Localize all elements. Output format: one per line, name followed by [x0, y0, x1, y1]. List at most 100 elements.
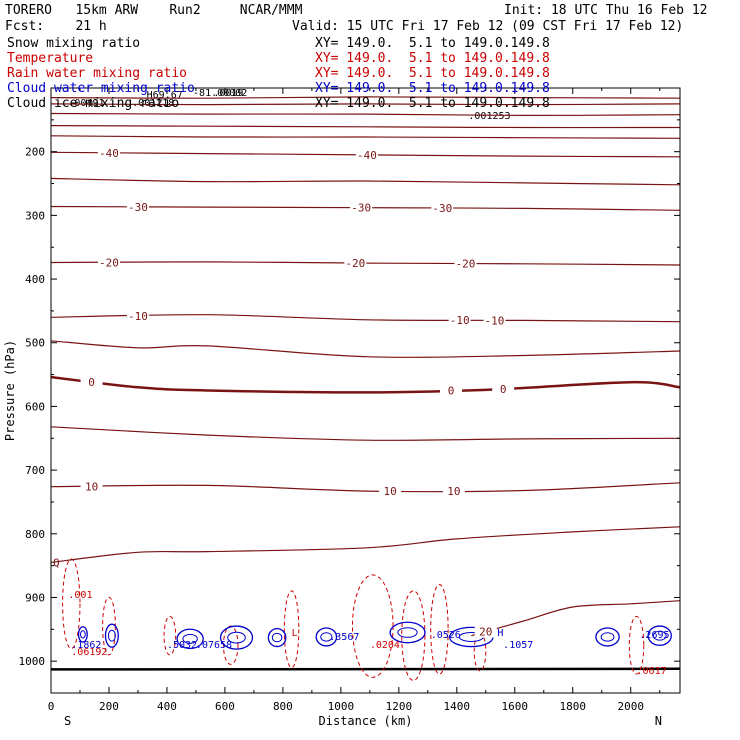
cloud-water-contour-inner: [320, 632, 333, 642]
x-end-label-right: N: [655, 714, 662, 728]
cloud-water-contour: [315, 627, 338, 647]
isotherm-5: [50, 426, 681, 441]
q-label: Q: [53, 556, 60, 569]
isotherm-label-bg: [126, 309, 149, 322]
isotherm-label-bg: [344, 257, 367, 270]
isotherm-label-bg: [442, 484, 465, 497]
cloud-water-contour-inner: [271, 632, 283, 643]
rain-contour: [473, 631, 487, 672]
y-tick-label: 700: [25, 464, 45, 477]
rain-contour: [628, 615, 645, 675]
isotherm-label: 20: [479, 626, 492, 639]
rain-contour: [283, 590, 300, 669]
isotherm-label-bg: [379, 485, 402, 498]
x-tick-label: 1000: [328, 700, 355, 713]
isotherm-label: 10: [85, 480, 98, 493]
annotation-label: .2695: [639, 630, 669, 641]
isotherm-label: -10: [485, 314, 505, 327]
cloud-water-contour: [267, 627, 287, 648]
isotherm-label-bg: [440, 384, 463, 397]
rain-contour: [222, 625, 239, 665]
isotherm-label: -10: [128, 310, 148, 323]
cloud-water-contour-inner: [652, 630, 667, 641]
x-tick-label: 200: [99, 700, 119, 713]
cloud-water-contour: [595, 627, 620, 647]
isotherm--70: [50, 103, 681, 106]
isotherm-label-bg: [448, 314, 471, 327]
isotherm-label: -30: [432, 202, 452, 215]
x-tick-label: 400: [157, 700, 177, 713]
y-tick-label: 800: [25, 528, 45, 541]
isotherm-label: -20: [345, 257, 365, 270]
isotherm-label-bg: [80, 375, 103, 388]
rain-contour: [62, 558, 81, 650]
annotation-label: .1862: [71, 640, 101, 651]
annotation-label: -81.00002: [193, 88, 247, 99]
y-tick-label: 900: [25, 591, 45, 604]
isotherm-label: -20: [99, 256, 119, 269]
legend-temperature-name: Temperature: [7, 51, 94, 66]
isotherm-0: [50, 375, 681, 394]
isotherm-label-bg: [492, 382, 515, 395]
cloud-water-contour: [104, 623, 119, 648]
isotherm-label-bg: [431, 202, 454, 215]
isotherm--5: [50, 340, 681, 358]
isotherm-label: -10: [450, 314, 470, 327]
y-axis-title: Pressure (hPa): [3, 340, 17, 441]
plot-frame: [50, 87, 681, 694]
legend-snow-xy: XY= 149.0. 5.1 to 149.0.149.8: [315, 36, 550, 51]
ground-line: [50, 667, 681, 671]
isotherm--20: [50, 261, 681, 266]
legend-cloud-ice-xy: XY= 149.0. 5.1 to 149.0.149.8: [315, 96, 550, 111]
y-tick-label: 300: [25, 209, 45, 222]
y-tick-label: 500: [25, 337, 45, 350]
annotation-label: H69.67: [147, 90, 183, 101]
legend-snow-name: Snow mixing ratio: [7, 36, 141, 51]
header-init: Init: 18 UTC Thu 16 Feb 12: [504, 3, 708, 18]
annotation-label: .0617: [637, 666, 667, 677]
cloud-water-contour: [389, 621, 426, 644]
x-tick-label: 1400: [444, 700, 471, 713]
x-tick-label: 1200: [386, 700, 413, 713]
rain-contour: [351, 574, 394, 678]
isotherm--10: [50, 314, 681, 323]
annotation-label: .5032: [167, 640, 197, 651]
isotherm-label-bg: [97, 256, 120, 269]
isotherm-label: -40: [99, 147, 119, 160]
isotherm-10: [50, 482, 681, 493]
x-tick-label: 2000: [617, 700, 644, 713]
legend-rain-xy: XY= 149.0. 5.1 to 149.0.149.8: [315, 66, 550, 81]
isotherm-label: -20: [456, 258, 476, 271]
annotation-label: .07658: [196, 640, 232, 651]
legend-cloud-water-name: Cloud water mixing ratio: [7, 81, 195, 96]
cloud-water-contour-inner: [79, 630, 86, 639]
isotherm-20: [471, 600, 681, 637]
legend-rain-name: Rain water mixing ratio: [7, 66, 188, 81]
x-end-label-left: S: [64, 714, 71, 728]
isotherm-label-bg: [454, 257, 477, 270]
isotherm-15: [50, 526, 681, 563]
y-tick-label: 200: [25, 146, 45, 159]
isotherm--35: [50, 177, 681, 186]
annotation-label: .001218: [132, 98, 174, 109]
header-model: TORERO 15km ARW Run2 NCAR/MMM: [5, 3, 303, 18]
cloud-water-contour: [77, 626, 88, 643]
isotherm-label: 0: [500, 383, 507, 396]
annotation-label: .001: [68, 590, 92, 601]
cloud-water-contour-inner: [600, 632, 615, 642]
x-tick-label: 0: [48, 700, 55, 713]
isotherm-label-bg: [355, 148, 378, 161]
cloud-water-contour: [647, 625, 672, 646]
cloud-water-contour-inner: [182, 633, 198, 644]
cloud-water-contour: [176, 628, 204, 650]
isotherm--80: [50, 96, 681, 99]
x-axis-title: Distance (km): [319, 714, 413, 728]
isotherm-label: 0: [448, 385, 455, 398]
isotherm-label: -40: [357, 149, 377, 162]
isotherm-label-bg: [80, 480, 103, 493]
isotherm-label: 0: [88, 376, 95, 389]
isotherm-label-bg: [350, 201, 373, 214]
legend-cloud-water-xy: XY= 149.0. 5.1 to 149.0.149.8: [315, 81, 550, 96]
legend-cloud-ice-name: Cloud ice mixing ratio: [7, 96, 180, 111]
